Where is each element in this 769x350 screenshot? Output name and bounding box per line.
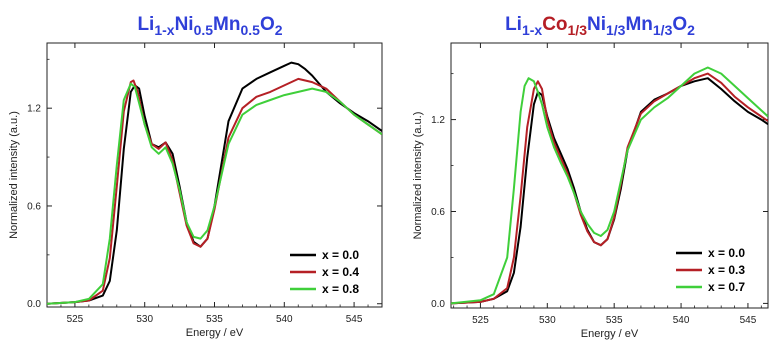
y-tick-label: 0.0 [431,299,445,310]
chart-title-part: Mn [213,14,240,35]
y-tick-label: 0.6 [27,201,41,212]
chart-title-part: O [672,14,687,35]
legend-label: x = 0.8 [322,282,359,296]
chart-title: Li1-xCo1/3Ni1/3Mn1/3O2 [505,14,695,38]
x-tick-label: 540 [276,314,293,325]
y-tick-label: 0.0 [27,299,41,310]
x-tick-label: 525 [67,314,84,325]
x-tick-label: 535 [206,314,223,325]
x-axis-label: Energy / eV [581,328,639,340]
chart-title-part: 0.5 [194,22,214,38]
chart-title-part: Li [505,14,522,35]
y-tick-label: 1.2 [27,104,41,115]
y-axis-label: Normalized intensity (a.u.) [8,111,20,239]
x-tick-label: 540 [673,315,690,326]
legend-label: x = 0.7 [708,280,745,294]
chart-title-part: Co [542,14,567,35]
x-axis-label: Energy / eV [186,327,244,339]
y-axis-label: Normalized intensity (a.u.) [412,112,424,240]
x-tick-label: 545 [740,315,757,326]
chart-title-part: 2 [687,22,695,38]
legend-label: x = 0.0 [322,248,359,262]
chart-title-part: 1/3 [606,22,626,38]
y-tick-label: 1.2 [431,115,445,126]
x-tick-label: 530 [136,314,153,325]
chart-title-part: Ni [587,14,606,35]
chart-title-part: 1-x [154,22,174,38]
chart-title-part: 1-x [522,22,542,38]
series-line-1 [47,77,382,305]
x-tick-label: 530 [539,315,556,326]
series-group [451,66,768,305]
chart-title-part: O [260,14,275,35]
chart-title-part: Mn [625,14,652,35]
plot-frame [450,42,769,309]
chart-title-part: 2 [275,22,283,38]
x-tick-label: 525 [472,315,489,326]
chart-title-part: Li [137,14,154,35]
series-group [47,61,382,305]
series-line-2 [47,82,382,305]
legend-label: x = 0.3 [708,263,745,277]
series-line-2 [451,66,768,305]
chart-title-part: 1/3 [653,22,673,38]
series-line-1 [451,72,768,305]
chart-title-part: Ni [175,14,194,35]
x-tick-label: 535 [606,315,623,326]
chart-title: Li1-xNi0.5Mn0.5O2 [137,14,282,38]
chart-title-part: 0.5 [240,22,260,38]
chart-title-part: 1/3 [568,22,588,38]
legend-label: x = 0.0 [708,246,745,260]
legend-label: x = 0.4 [322,265,359,279]
x-tick-label: 545 [346,314,363,325]
y-tick-label: 0.6 [431,207,445,218]
